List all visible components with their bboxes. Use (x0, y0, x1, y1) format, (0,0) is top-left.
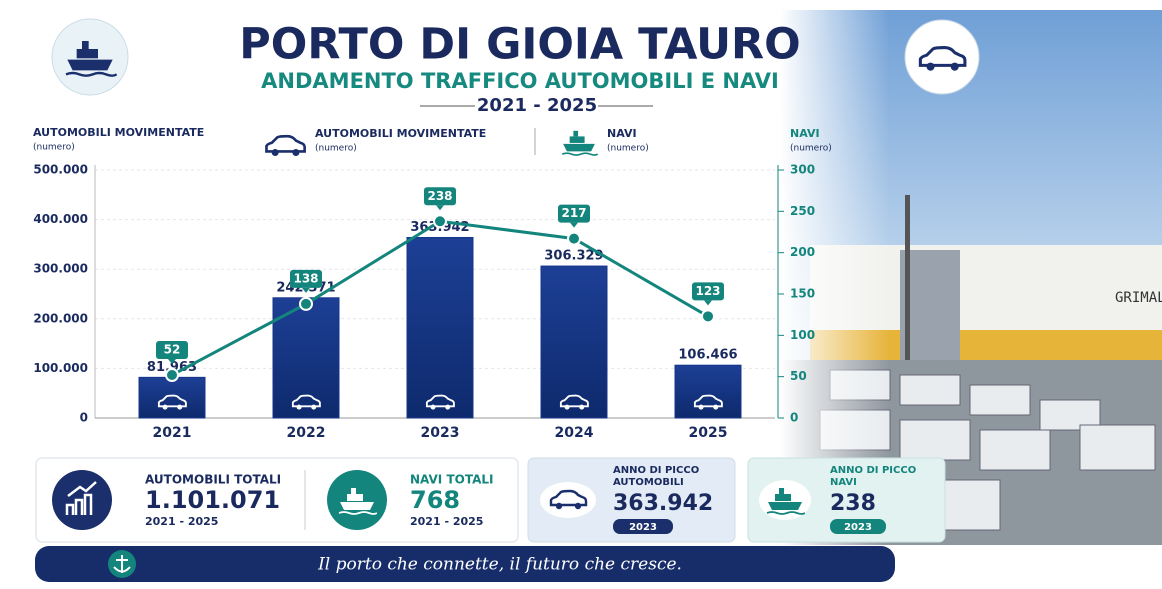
growth-icon (65, 481, 97, 515)
card-value: 768 (410, 486, 460, 514)
y2-tick-label: 50 (790, 369, 807, 383)
bar (272, 297, 340, 419)
card-value: 1.101.071 (145, 486, 280, 514)
card-label: NAVI TOTALI (410, 473, 493, 487)
line-value-label: 217 (561, 206, 586, 220)
x-tick-label: 2021 (153, 425, 192, 441)
anchor-shape (113, 555, 131, 573)
period: 2021 - 2025 (477, 95, 597, 116)
legend-label: AUTOMOBILI MOVIMENTATE (315, 127, 486, 140)
y-tick-label: 100.000 (33, 361, 88, 375)
y2-tick-label: 150 (790, 287, 815, 301)
y2-tick-label: 100 (790, 328, 815, 342)
card-label: AUTOMOBILI TOTALI (145, 473, 281, 487)
bar (406, 236, 474, 419)
y-tick-label: 0 (80, 411, 88, 425)
y-tick-label: 200.000 (33, 311, 88, 325)
callout-box (156, 341, 188, 360)
callout-tip (168, 359, 176, 365)
legend-label: NAVI (607, 127, 637, 140)
callout-tip (704, 300, 712, 306)
port-photo: GRIMAL (780, 10, 1162, 545)
x-tick-label: 2022 (287, 425, 326, 441)
y-axis-unit: (numero) (33, 143, 75, 153)
line-point (433, 214, 447, 229)
line-point (701, 309, 715, 324)
legend-ship-icon (561, 129, 598, 156)
y-axis-title: AUTOMOBILI MOVIMENTATE (33, 126, 204, 139)
callout-box (558, 204, 590, 223)
bar (540, 265, 608, 419)
line-point (567, 231, 581, 246)
line-point (299, 296, 313, 311)
card-year: 2023 (844, 522, 872, 533)
x-tick-label: 2024 (555, 425, 594, 441)
y-tick-label: 300.000 (33, 262, 88, 276)
header-icon (904, 19, 980, 95)
callout-box (692, 282, 724, 301)
y2-tick-label: 200 (790, 245, 815, 259)
y-tick-label: 500.000 (33, 163, 88, 177)
card (747, 457, 946, 543)
card (35, 457, 519, 543)
x-tick-label: 2023 (421, 425, 460, 441)
line-value-label: 52 (164, 343, 181, 357)
x-tick-label: 2025 (689, 425, 728, 441)
callout-box (290, 269, 322, 288)
bar-value-label: 81.963 (147, 360, 197, 375)
year-pill (830, 519, 886, 534)
legend-car-icon (265, 134, 307, 158)
legend-unit: (numero) (607, 144, 649, 154)
line-value-label: 123 (695, 284, 720, 298)
line-value-label: 238 (427, 189, 452, 203)
card-label: AUTOMOBILI (613, 477, 684, 488)
plot: 0 100.000 200.000 300.000 400.000 500.000 0 50 1… (33, 163, 815, 442)
svg-text:GRIMAL: GRIMAL (1115, 290, 1162, 306)
y2-tick-label: 300 (790, 163, 815, 177)
y2-axis-unit: (numero) (790, 144, 832, 154)
callout-box (424, 187, 456, 206)
bar-value-label: 306.329 (544, 249, 603, 264)
y2-tick-label: 0 (790, 411, 798, 425)
y2-axis-title: NAVI (790, 127, 820, 140)
bar (674, 364, 742, 419)
subtitle: ANDAMENTO TRAFFICO AUTOMOBILI E NAVI (261, 69, 779, 93)
card-icon (540, 482, 596, 518)
line-value-label: 138 (293, 271, 318, 285)
footer-text: Il porto che connette, il futuro che cre… (317, 555, 682, 575)
card (527, 457, 736, 543)
callout-tip (570, 222, 578, 228)
bar (138, 376, 206, 419)
card-period: 2021 - 2025 (145, 515, 218, 528)
card-period: 2021 - 2025 (410, 515, 483, 528)
card-label: NAVI (830, 477, 857, 488)
title: PORTO DI GIOIA TAURO (239, 20, 800, 70)
callout-tip (302, 287, 310, 293)
card-value: 238 (830, 491, 876, 516)
footer-bar (35, 546, 895, 582)
line-point (165, 368, 179, 383)
card-label: ANNO DI PICCO (830, 465, 916, 476)
y-tick-label: 400.000 (33, 212, 88, 226)
y2-tick-label: 250 (790, 204, 815, 218)
card-label: ANNO DI PICCO (613, 465, 699, 476)
card-value: 363.942 (613, 491, 713, 516)
callout-tip (436, 205, 444, 211)
legend-unit: (numero) (315, 144, 357, 154)
bar-value-label: 106.466 (678, 348, 737, 363)
year-pill (613, 519, 673, 534)
card-year: 2023 (629, 522, 657, 533)
